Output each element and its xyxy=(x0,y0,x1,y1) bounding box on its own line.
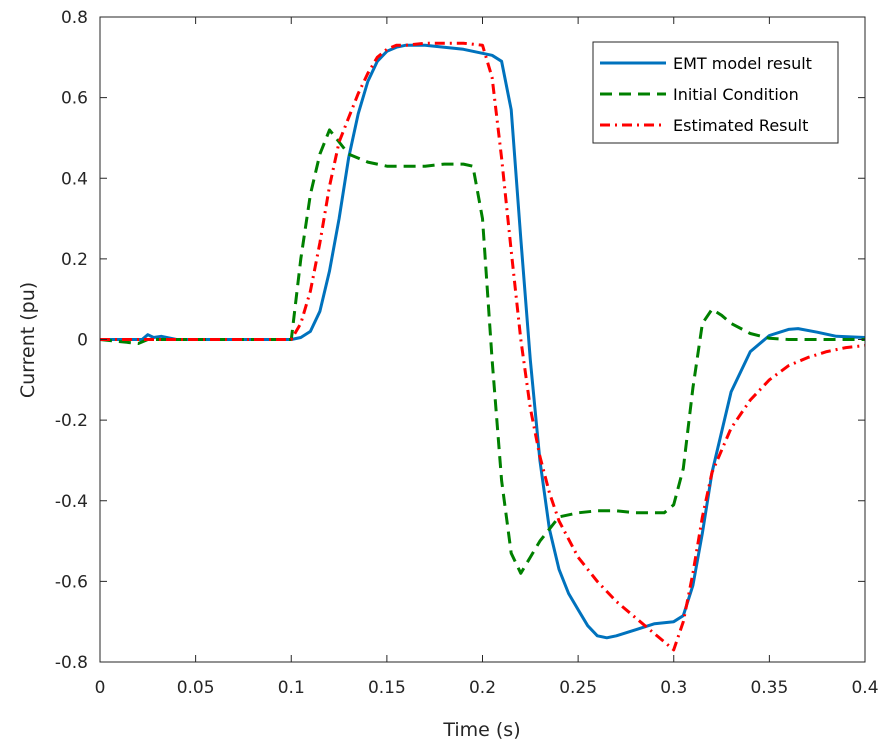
series-line-initial-condition xyxy=(99,128,865,575)
x-axis-label: Time (s) xyxy=(442,719,520,741)
x-tick-label: 0.35 xyxy=(750,678,788,698)
legend-label-initial-condition: Initial Condition xyxy=(673,85,799,104)
legend-box xyxy=(592,41,839,144)
ticks-layer: 0 0.05 0.1 0.15 0.2 0.25 0.3 0.35 0.4 -0.8 -0.6 -0.… xyxy=(55,8,879,698)
y-tick-label: 0.8 xyxy=(61,8,88,28)
series-layer xyxy=(99,41,866,652)
x-tick-label: 0.1 xyxy=(278,678,305,698)
y-tick-label: 0 xyxy=(77,331,88,351)
y-tick-label: -0.2 xyxy=(55,411,88,431)
y-tick-label: 0.4 xyxy=(61,169,88,189)
legend-label-emt-model-result: EMT model result xyxy=(673,54,812,73)
series-line-emt-model-result xyxy=(100,43,866,640)
y-tick-label: -0.8 xyxy=(55,653,88,673)
y-tick-label: -0.4 xyxy=(55,492,88,512)
x-tick-label: 0.25 xyxy=(559,678,597,698)
y-axis-label: Current (pu) xyxy=(17,282,39,398)
x-tick-label: 0 xyxy=(95,678,106,698)
x-tick-label: 0.05 xyxy=(177,678,215,698)
legend-label-estimated-result: Estimated Result xyxy=(673,116,808,135)
x-tick-label: 0.2 xyxy=(469,678,496,698)
y-tick-label: 0.6 xyxy=(61,89,88,109)
x-tick-label: 0.3 xyxy=(660,678,687,698)
x-tick-label: 0.4 xyxy=(851,678,878,698)
x-tick-label: 0.15 xyxy=(368,678,406,698)
y-tick-label: -0.6 xyxy=(55,572,88,592)
y-tick-label: 0.2 xyxy=(61,250,88,270)
legend: EMT model result Initial Condition Estim… xyxy=(592,41,839,144)
